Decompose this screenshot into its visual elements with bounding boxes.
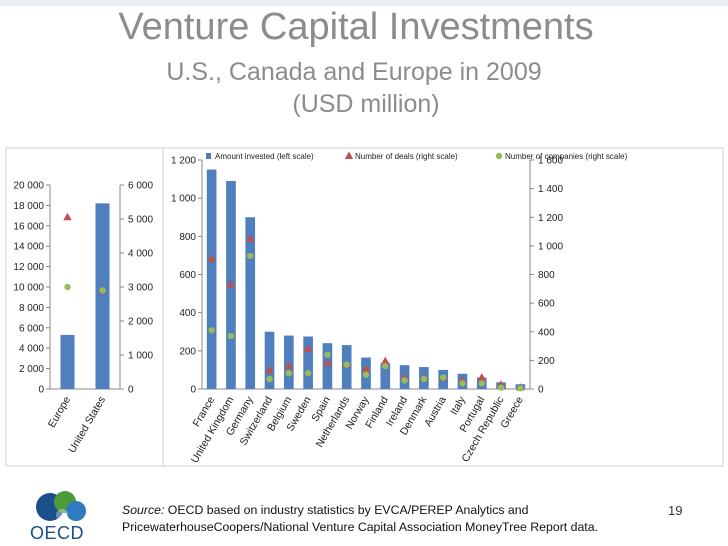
- companies-marker: [266, 375, 273, 383]
- deals-marker: [381, 356, 390, 365]
- left-tick-label: 12 000: [13, 262, 44, 273]
- right-tick-label: 1 000: [538, 241, 563, 252]
- companies-marker: [324, 351, 331, 358]
- oecd-logo-text: OECD: [30, 523, 85, 543]
- slide-subtitle: U.S., Canada and Europe in 2009: [166, 58, 542, 86]
- left-tick-label: 1 200: [171, 156, 196, 167]
- deals-marker: [207, 254, 216, 262]
- right-tick-label: 0: [128, 385, 134, 396]
- right-tick-label: 2 000: [128, 317, 153, 328]
- deals-marker: [246, 234, 255, 242]
- legend-swatch-bar: [206, 153, 211, 159]
- legend-label: Amount invested (left scale): [215, 152, 314, 161]
- companies-marker: [497, 384, 505, 391]
- left-tick-label: 14 000: [13, 242, 44, 253]
- right-tick-label: 800: [538, 270, 555, 281]
- source-line-2: PricewaterhouseCoopers/National Venture …: [122, 520, 598, 534]
- right-tick-label: 3 000: [128, 283, 153, 294]
- source-note: Source: OECD based on industry statistic…: [122, 502, 682, 536]
- deals-marker: [226, 280, 236, 288]
- bar-europe: [60, 334, 75, 389]
- companies-marker: [208, 327, 215, 334]
- left-tick-label: 800: [179, 232, 196, 243]
- deals-marker: [361, 364, 371, 372]
- legend-swatch-triangle: [344, 151, 354, 159]
- legend-swatch-circle: [495, 152, 503, 160]
- oecd-logo-icon: [36, 491, 86, 521]
- slide-unit-label: (USD million): [292, 90, 440, 118]
- legend-label: Number of deals (right scale): [355, 152, 458, 161]
- companies-marker: [247, 252, 254, 260]
- companies-marker: [362, 371, 370, 378]
- companies-marker: [227, 332, 235, 340]
- left-tick-label: 10 000: [13, 283, 44, 294]
- deals-marker: [477, 373, 486, 381]
- right-tick-label: 4 000: [128, 249, 153, 260]
- right-tick-label: 1 000: [128, 351, 153, 362]
- deals-marker: [323, 358, 332, 367]
- left-tick-label: 200: [179, 346, 196, 357]
- slide-title: Venture Capital Investments: [118, 6, 594, 48]
- companies-marker: [99, 287, 106, 294]
- deals-marker: [265, 365, 274, 374]
- companies-marker: [478, 380, 485, 387]
- top-band: [0, 0, 728, 6]
- left-tick-label: 20 000: [13, 181, 44, 192]
- right-tick-label: 600: [538, 299, 555, 310]
- right-tick-label: 5 000: [128, 215, 153, 226]
- bar-switzerland: [264, 331, 275, 389]
- source-label: Source:: [122, 503, 165, 517]
- deals-marker: [284, 361, 294, 370]
- left-tick-label: 1 000: [171, 194, 196, 205]
- right-tick-label: 400: [538, 327, 555, 338]
- left-tick-label: 6 000: [19, 323, 44, 334]
- left-tick-label: 18 000: [13, 201, 44, 212]
- right-tick-label: 200: [538, 356, 555, 367]
- right-tick-label: 1 600: [538, 156, 563, 167]
- bar-france: [206, 169, 217, 389]
- deals-marker: [63, 212, 72, 221]
- right-tick-label: 0: [538, 385, 544, 396]
- companies-marker: [382, 362, 389, 370]
- companies-marker: [420, 375, 428, 383]
- bar-finland: [380, 363, 391, 389]
- companies-marker: [343, 361, 350, 368]
- chart-frame: [5, 147, 164, 467]
- companies-marker: [285, 370, 293, 377]
- companies-marker: [64, 283, 71, 291]
- companies-marker: [459, 380, 466, 387]
- right-tick-label: 1 200: [538, 213, 563, 224]
- companies-marker: [401, 377, 408, 384]
- source-line-1: OECD based on industry statistics by EVC…: [164, 503, 529, 517]
- right-tick-label: 6 000: [128, 181, 153, 192]
- legend-label: Number of companies (right scale): [505, 152, 628, 161]
- bar-sweden: [303, 336, 313, 389]
- companies-marker: [517, 385, 524, 392]
- left-tick-label: 16 000: [13, 221, 44, 232]
- bar-united-states: [95, 203, 110, 389]
- companies-marker: [304, 370, 312, 377]
- right-tick-label: 1 400: [538, 184, 563, 195]
- left-tick-label: 400: [179, 308, 196, 319]
- deals-marker: [303, 344, 313, 352]
- companies-marker: [439, 374, 447, 381]
- left-tick-label: 0: [38, 385, 44, 396]
- left-tick-label: 8 000: [19, 303, 44, 314]
- left-tick-label: 600: [179, 270, 196, 281]
- left-tick-label: 0: [190, 385, 196, 396]
- left-tick-label: 4 000: [19, 344, 44, 355]
- bar-germany: [245, 217, 256, 389]
- left-tick-label: 2 000: [19, 364, 44, 375]
- chart-frame: [162, 147, 724, 467]
- page-number: 19: [668, 503, 683, 518]
